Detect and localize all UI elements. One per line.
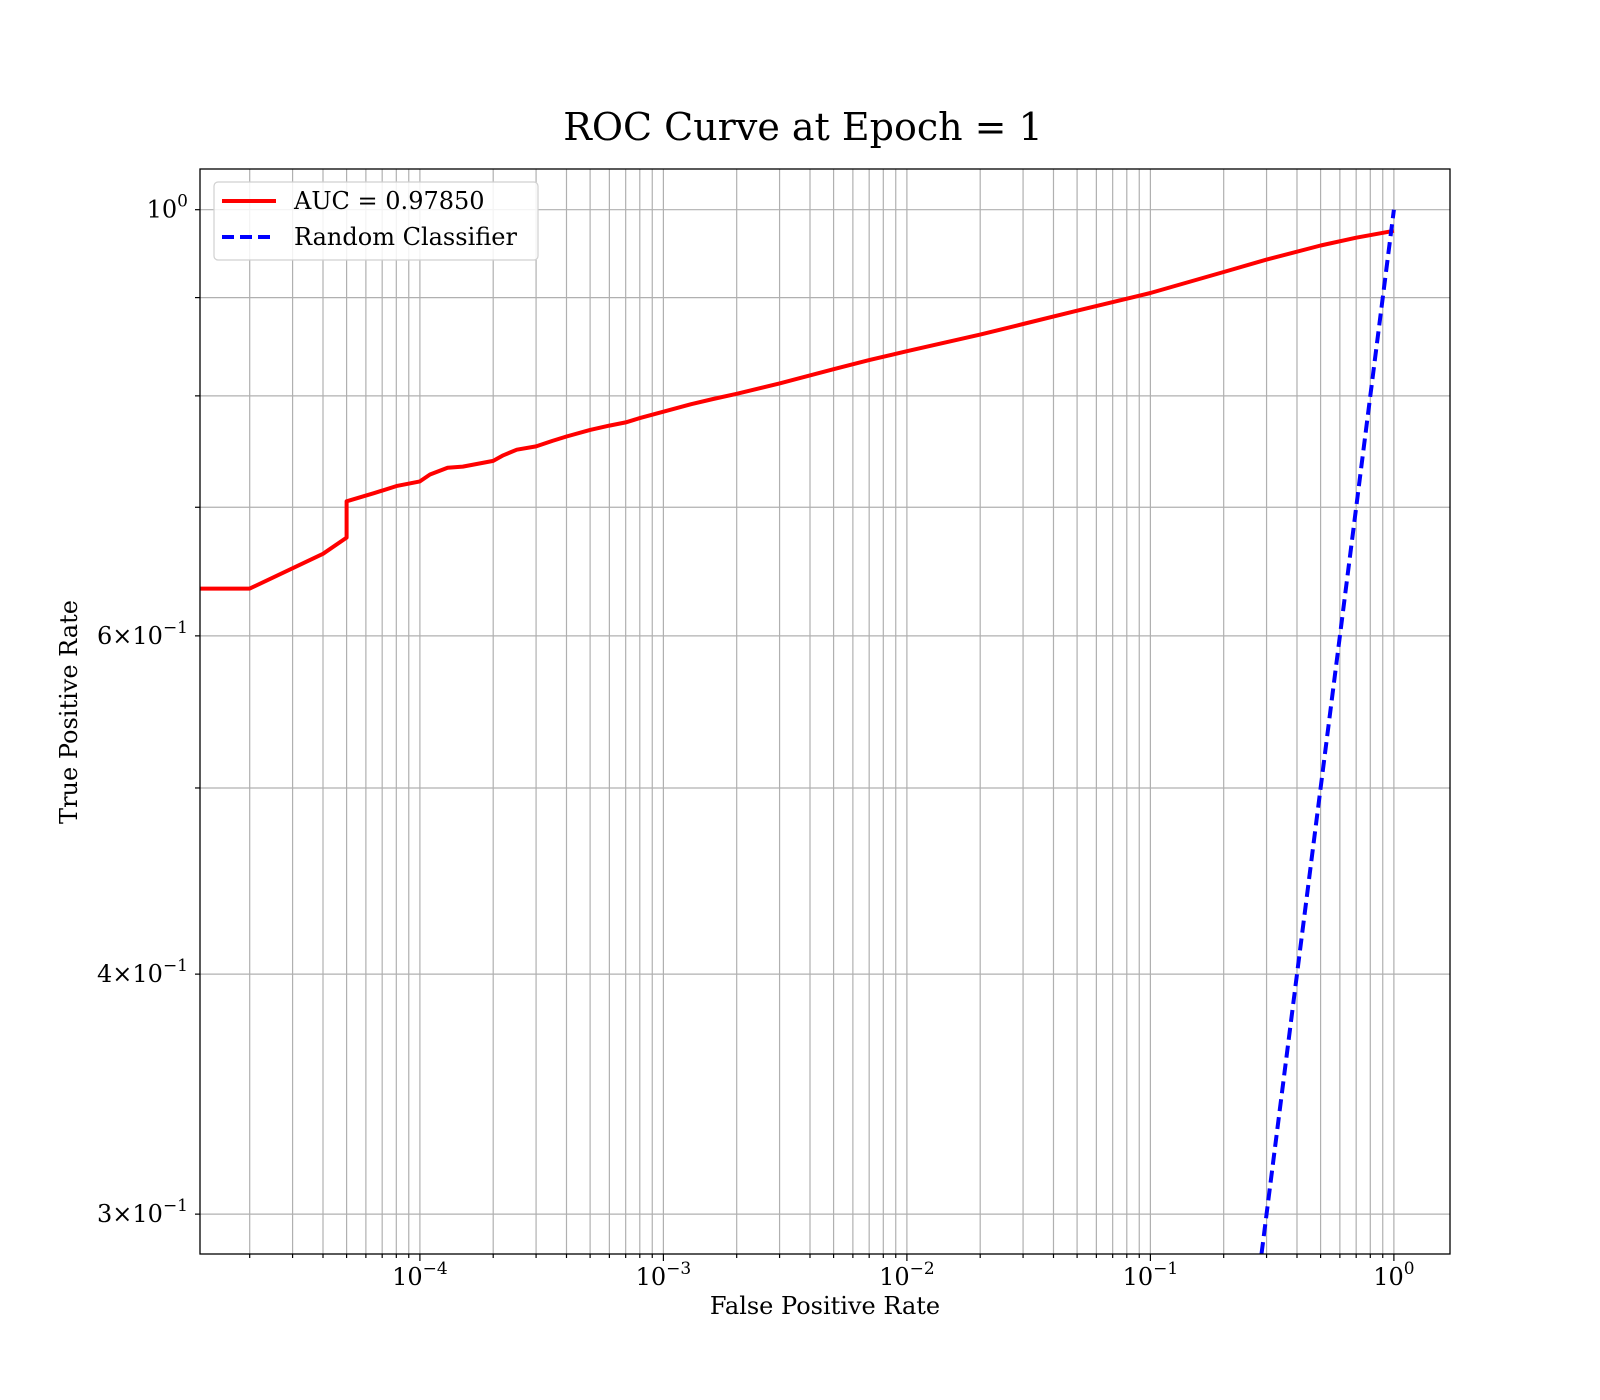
y-tick-label: 3×10−1 bbox=[97, 1196, 188, 1228]
y-axis-label: True Positive Rate bbox=[55, 600, 83, 824]
legend: AUC = 0.97850 Random Classifier bbox=[213, 181, 539, 261]
x-tick-label: 10−3 bbox=[636, 1259, 692, 1291]
y-tick-label: 100 bbox=[147, 192, 188, 224]
x-tick-label: 10−2 bbox=[879, 1259, 935, 1291]
grid bbox=[200, 169, 1450, 1254]
chart-title: ROC Curve at Epoch = 1 bbox=[563, 105, 1043, 149]
x-axis-label: False Positive Rate bbox=[710, 1292, 940, 1320]
series-layer bbox=[200, 209, 1396, 1254]
legend-box bbox=[213, 181, 539, 261]
x-tick-label: 10−1 bbox=[1123, 1259, 1179, 1291]
tick-layer: 10−4 10−3 10−2 10−1 100 100 6×10−1 4×10−1 3×10−1 bbox=[97, 192, 1415, 1291]
plot-frame bbox=[199, 168, 1451, 1255]
roc-curve-line bbox=[200, 228, 1395, 591]
legend-label-auc: AUC = 0.97850 bbox=[293, 187, 485, 215]
x-tick-label: 100 bbox=[1373, 1259, 1414, 1291]
legend-label-random: Random Classifier bbox=[294, 223, 517, 251]
y-tick-label: 6×10−1 bbox=[97, 618, 188, 650]
random-classifier-line bbox=[1259, 209, 1396, 1254]
x-tick-label: 10−4 bbox=[392, 1259, 448, 1291]
y-tick-label: 4×10−1 bbox=[97, 956, 188, 988]
